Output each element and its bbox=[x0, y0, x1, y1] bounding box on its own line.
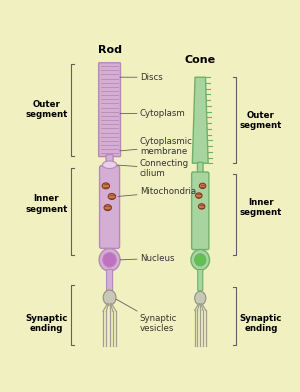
Text: Outer
segment: Outer segment bbox=[25, 100, 68, 120]
Text: Synaptic
ending: Synaptic ending bbox=[25, 314, 68, 333]
FancyBboxPatch shape bbox=[99, 63, 121, 157]
FancyBboxPatch shape bbox=[106, 269, 112, 291]
Text: Mitochondria: Mitochondria bbox=[118, 187, 196, 196]
Text: Cytoplasm: Cytoplasm bbox=[120, 109, 185, 118]
Ellipse shape bbox=[103, 252, 116, 267]
Ellipse shape bbox=[102, 161, 117, 169]
Text: Synaptic
vesicles: Synaptic vesicles bbox=[116, 299, 177, 333]
Text: Inner
segment: Inner segment bbox=[25, 194, 68, 214]
Text: Cytoplasmic
membrane: Cytoplasmic membrane bbox=[120, 137, 193, 156]
FancyBboxPatch shape bbox=[100, 166, 120, 249]
Text: Cone: Cone bbox=[185, 54, 216, 65]
Ellipse shape bbox=[102, 183, 110, 189]
Ellipse shape bbox=[104, 205, 111, 211]
Text: Discs: Discs bbox=[120, 73, 163, 82]
Ellipse shape bbox=[199, 183, 206, 189]
Ellipse shape bbox=[103, 290, 116, 305]
Text: Connecting
cilium: Connecting cilium bbox=[112, 159, 189, 178]
FancyBboxPatch shape bbox=[198, 269, 203, 291]
FancyBboxPatch shape bbox=[197, 162, 203, 175]
Ellipse shape bbox=[195, 254, 206, 266]
Ellipse shape bbox=[198, 204, 205, 209]
Polygon shape bbox=[192, 77, 208, 163]
FancyBboxPatch shape bbox=[192, 172, 209, 250]
Ellipse shape bbox=[191, 250, 210, 270]
FancyBboxPatch shape bbox=[106, 154, 113, 169]
Ellipse shape bbox=[99, 249, 120, 271]
Text: Inner
segment: Inner segment bbox=[240, 198, 282, 218]
Text: Outer
segment: Outer segment bbox=[240, 111, 282, 130]
Text: Rod: Rod bbox=[98, 45, 122, 55]
Ellipse shape bbox=[195, 291, 206, 305]
Ellipse shape bbox=[196, 193, 202, 198]
Ellipse shape bbox=[108, 193, 116, 200]
Text: Nucleus: Nucleus bbox=[120, 254, 174, 263]
Text: Synaptic
ending: Synaptic ending bbox=[240, 314, 282, 333]
